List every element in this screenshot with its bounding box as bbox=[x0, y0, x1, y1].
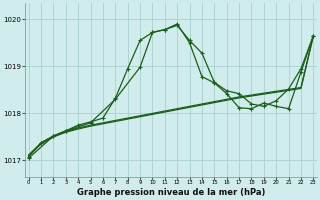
X-axis label: Graphe pression niveau de la mer (hPa): Graphe pression niveau de la mer (hPa) bbox=[77, 188, 265, 197]
